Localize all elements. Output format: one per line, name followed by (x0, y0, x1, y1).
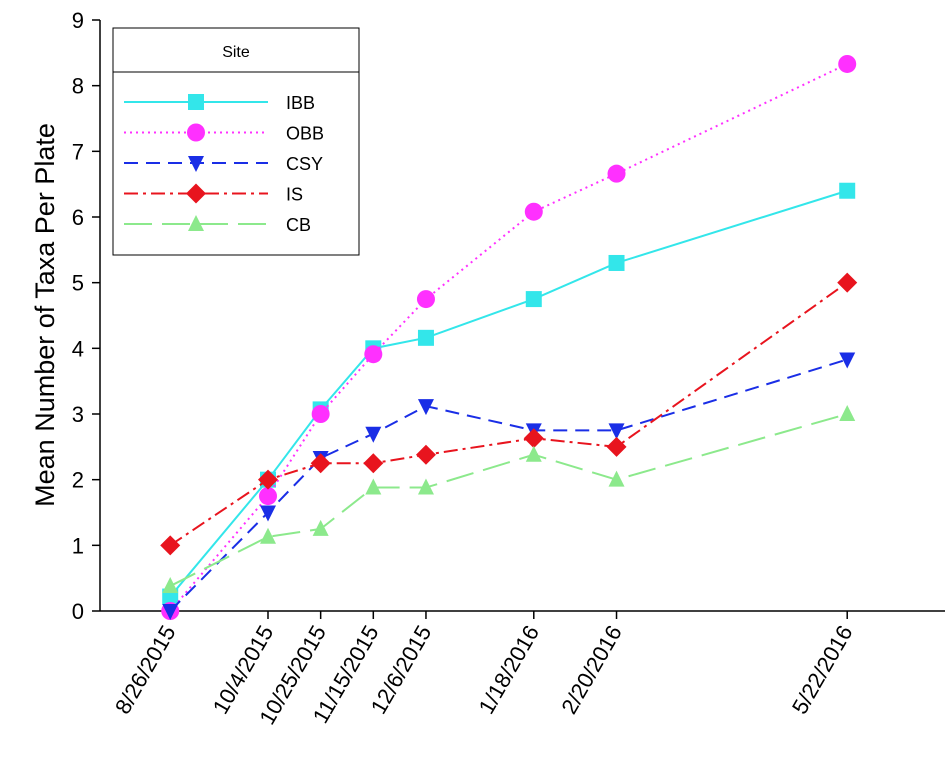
data-point-cb (312, 519, 329, 536)
data-point-cb (259, 527, 276, 544)
data-point-cb (608, 470, 625, 487)
y-tick-label: 4 (72, 336, 84, 361)
x-tick-label: 5/22/2016 (787, 621, 858, 718)
data-point-obb (311, 405, 330, 423)
data-point-is (523, 428, 544, 449)
x-tick-label: 8/26/2015 (110, 621, 181, 718)
data-point-cb (417, 478, 434, 495)
legend-label-ibb: IBB (286, 93, 315, 113)
legend-entries: IBB OBB CSY IS CB (124, 93, 324, 235)
x-tick-label: 1/18/2016 (474, 621, 545, 718)
series-group (160, 54, 858, 620)
legend-label-obb: OBB (286, 124, 324, 144)
data-point-cb (365, 478, 382, 495)
legend-marker-obb (187, 123, 205, 142)
data-point-is (606, 436, 627, 457)
data-point-csy (259, 505, 276, 522)
series-line-ibb (169, 189, 848, 598)
data-point-is (257, 469, 278, 490)
series-cb (162, 405, 856, 594)
data-point-cb (839, 405, 856, 421)
legend-box (112, 27, 360, 256)
series-line-obb (169, 63, 848, 612)
data-point-ibb (608, 254, 625, 271)
data-point-ibb (417, 329, 434, 346)
legend-entry-obb: OBB (124, 123, 324, 144)
y-tick-label: 9 (72, 8, 84, 33)
data-point-csy (839, 352, 856, 369)
legend-marker-is (186, 183, 206, 204)
data-point-csy (162, 604, 179, 620)
series-line-csy (169, 358, 848, 612)
data-point-csy (365, 426, 382, 443)
legend-entry-is: IS (124, 183, 303, 205)
y-tick-label: 1 (72, 533, 84, 558)
legend-label-cb: CB (286, 215, 311, 235)
legend-label-csy: CSY (286, 154, 323, 174)
data-point-cb (525, 445, 542, 462)
y-tick-label: 2 (72, 468, 84, 493)
y-tick-label: 8 (72, 74, 84, 99)
data-point-cb (162, 577, 179, 594)
data-point-obb (838, 54, 857, 73)
data-point-ibb (525, 291, 542, 308)
legend-entry-cb: CB (124, 215, 311, 235)
data-point-csy (417, 399, 434, 416)
series-line-is (169, 281, 848, 547)
series-obb (161, 54, 857, 620)
y-tick-label: 3 (72, 402, 84, 427)
data-point-obb (416, 290, 435, 309)
legend: Site IBB OBB CSY IS CB (112, 27, 360, 256)
x-tick-label: 2/20/2016 (556, 621, 627, 718)
series-line-cb (169, 413, 848, 587)
legend-marker-csy (188, 156, 204, 172)
y-tick-label: 5 (72, 271, 84, 296)
data-point-csy (608, 423, 625, 440)
data-point-is (160, 535, 181, 556)
data-point-obb (607, 164, 626, 183)
data-point-is (837, 272, 858, 293)
legend-entry-csy: CSY (124, 154, 323, 174)
legend-label-is: IS (286, 185, 303, 205)
data-point-obb (364, 345, 383, 364)
data-point-is (363, 453, 384, 474)
y-tick-label: 6 (72, 205, 84, 230)
legend-entry-ibb: IBB (124, 93, 315, 113)
legend-marker-ibb (188, 94, 204, 110)
legend-marker-cb (188, 215, 204, 231)
y-tick-label: 0 (72, 599, 84, 624)
data-point-is (415, 444, 436, 465)
data-point-is (310, 453, 331, 474)
legend-title: Site (222, 44, 250, 61)
series-is (160, 272, 858, 556)
data-point-obb (524, 202, 543, 221)
y-tick-label: 7 (72, 139, 84, 164)
series-csy (162, 352, 856, 620)
data-point-obb (258, 487, 277, 506)
data-point-ibb (839, 182, 856, 199)
y-axis-title: Mean Number of Taxa Per Plate (30, 123, 60, 507)
